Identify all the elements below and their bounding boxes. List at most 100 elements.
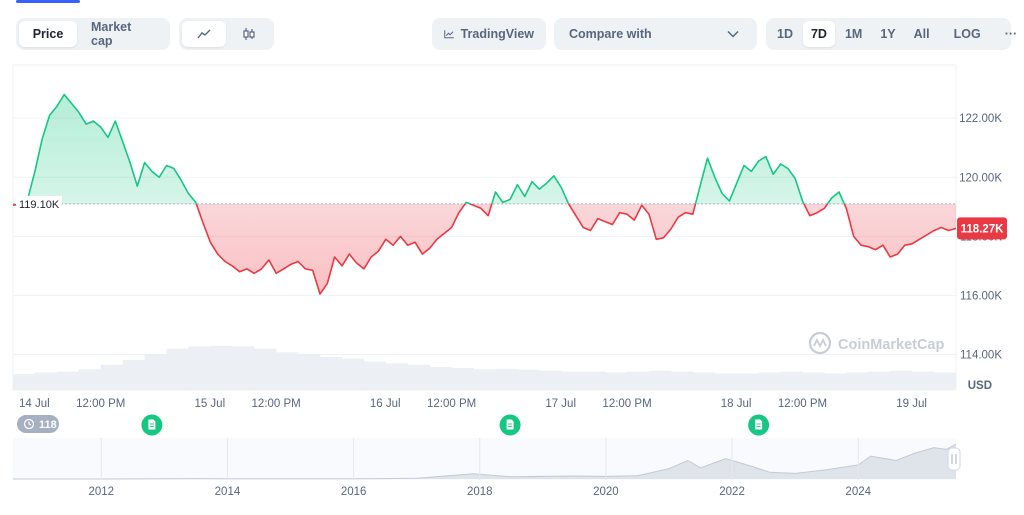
- time-navigator[interactable]: [13, 438, 961, 480]
- volume-bar: [451, 367, 474, 390]
- range-1y-button[interactable]: 1Y: [880, 27, 896, 41]
- area-above-baseline: [19, 94, 845, 204]
- volume-bar: [13, 373, 36, 390]
- candlestick-icon: [243, 28, 255, 40]
- volume-bars: [13, 345, 957, 390]
- volume-bar: [385, 363, 409, 390]
- volume-bar: [210, 345, 233, 390]
- events-counter[interactable]: 118: [17, 415, 59, 433]
- range-all-button[interactable]: All: [913, 27, 930, 41]
- volume-bar: [846, 372, 869, 390]
- plot-border: [12, 64, 957, 391]
- current-price-badge: [957, 217, 1007, 240]
- document-icon: [148, 419, 156, 430]
- tab-underline: [16, 0, 80, 3]
- volume-bar: [320, 356, 343, 390]
- watermark-text: CoinMarketCap: [838, 337, 944, 353]
- volume-bar: [363, 361, 387, 390]
- events-count-text: 118: [39, 419, 57, 431]
- view-toggle: Price Market cap: [16, 18, 170, 50]
- x-tick-label: 12:00 PM: [252, 398, 301, 410]
- chart-toolbar: Price Market cap TradingView Compare wit…: [0, 18, 1024, 50]
- volume-bar: [188, 346, 211, 390]
- coinmarketcap-logo-mark: [813, 337, 827, 349]
- volume-bar: [34, 372, 58, 390]
- range-1m-button[interactable]: 1M: [844, 27, 863, 41]
- volume-bar: [890, 370, 913, 390]
- y-tick-label: 114.00K: [960, 350, 1002, 362]
- history-clock-hands: [28, 421, 32, 426]
- volume-bar: [670, 371, 694, 390]
- volume-bar: [232, 346, 255, 390]
- price-line-down: [12, 203, 957, 295]
- tradingview-label: TradingView: [460, 27, 534, 41]
- volume-bar: [561, 371, 584, 390]
- volume-bar: [692, 372, 716, 390]
- news-event-marker[interactable]: [748, 414, 770, 436]
- navigator-year-label: 2022: [719, 486, 745, 498]
- range-selector: 1D 7D 1M 1Y All LOG ···: [766, 18, 1017, 50]
- y-tick-label: 120.00K: [959, 172, 1002, 184]
- line-chart-button[interactable]: [182, 21, 226, 47]
- volume-bar: [166, 348, 189, 390]
- x-tick-label: 14 Jul: [19, 398, 50, 410]
- price-tab[interactable]: Price: [19, 21, 77, 47]
- volume-bar: [144, 354, 167, 390]
- volume-bar: [56, 371, 80, 390]
- volume-bar: [122, 360, 145, 390]
- grid-lines: [13, 117, 956, 356]
- x-tick-label: 12:00 PM: [602, 398, 651, 410]
- volume-bar: [780, 371, 803, 390]
- volume-bar: [714, 373, 737, 390]
- baseline-label-text: 119.10K: [19, 199, 60, 211]
- volume-bar: [934, 372, 957, 390]
- x-axis: 14 Jul 12:00 PM 15 Jul 12:00 PM 16 Jul 12:00 …: [19, 398, 927, 410]
- range-7d-button[interactable]: 7D: [802, 21, 835, 47]
- news-event-marker[interactable]: [499, 414, 521, 436]
- x-tick-label: 12:00 PM: [427, 398, 476, 410]
- watermark: CoinMarketCap: [808, 331, 944, 355]
- price-chart[interactable]: CoinMarketCap 119.10K 114.00K 116.00K 118.…: [0, 60, 1024, 515]
- navigator-year-label: 2016: [341, 486, 367, 498]
- x-tick-label: 16 Jul: [370, 398, 401, 410]
- compare-with-select[interactable]: Compare with: [554, 18, 757, 50]
- volume-bar: [802, 372, 825, 390]
- event-markers: [141, 414, 770, 436]
- x-tick-label: 15 Jul: [194, 398, 225, 410]
- current-price-tag: 118.27K: [957, 217, 1007, 240]
- volume-bar: [517, 369, 540, 390]
- x-tick-label: 17 Jul: [545, 398, 576, 410]
- chevron-down-icon: [727, 30, 739, 38]
- volume-bar: [583, 371, 606, 390]
- navigator-year-axis: 2012 2014 2016 2018 2020 2022 2024: [89, 438, 872, 498]
- volume-bar: [627, 371, 650, 390]
- market-cap-tab[interactable]: Market cap: [91, 20, 132, 48]
- news-event-marker[interactable]: [141, 414, 163, 436]
- price-line-up: [15, 93, 846, 204]
- navigator-history-area: [13, 443, 956, 479]
- volume-bar: [758, 372, 781, 390]
- navigator-year-label: 2020: [593, 486, 619, 498]
- more-options-button[interactable]: ···: [1004, 27, 1018, 41]
- volume-bar: [824, 373, 847, 390]
- document-icon: [506, 419, 514, 430]
- candlestick-button[interactable]: [228, 21, 272, 47]
- y-tick-label: 116.00K: [960, 290, 1002, 302]
- chart-area: CoinMarketCap 119.10K 114.00K 116.00K 118.…: [0, 60, 1024, 515]
- volume-bar: [648, 370, 672, 390]
- navigator-handle[interactable]: [947, 447, 961, 471]
- log-scale-button[interactable]: LOG: [953, 27, 981, 41]
- x-tick-label: 12:00 PM: [76, 398, 125, 410]
- range-1d-button[interactable]: 1D: [777, 27, 793, 41]
- area-below-baseline: [13, 203, 956, 294]
- volume-bar: [539, 370, 562, 390]
- volume-bar: [276, 352, 299, 390]
- volume-bar: [100, 364, 123, 390]
- tradingview-button[interactable]: TradingView: [432, 18, 546, 50]
- history-clock-icon: [23, 418, 35, 430]
- volume-bar: [78, 369, 102, 390]
- volume-bar: [254, 348, 277, 390]
- navigator-year-label: 2024: [845, 486, 871, 498]
- y-tick-label: 122.00K: [959, 113, 1002, 125]
- volume-bar: [473, 369, 496, 390]
